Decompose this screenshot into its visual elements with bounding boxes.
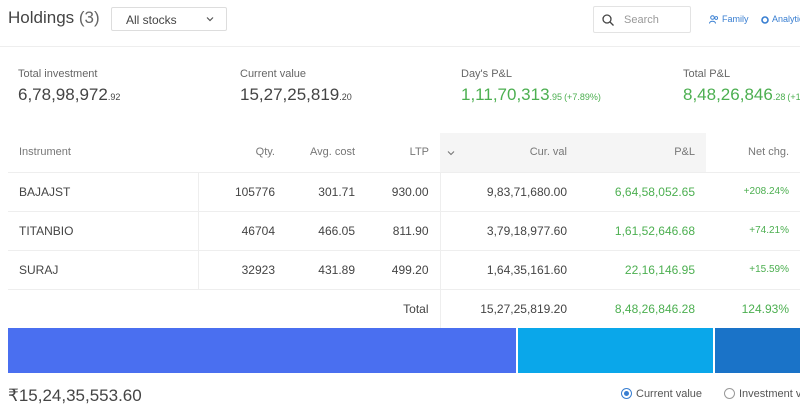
page-title-text: Holdings	[8, 8, 75, 27]
holdings-header: Holdings (3) All stocks Family Analytics	[0, 0, 800, 47]
current-value-summary: Current value 15,27,25,819.20	[240, 68, 352, 105]
radio-current-value-label: Current value	[636, 388, 703, 400]
cell-net-chg: +74.21%	[706, 211, 800, 251]
table-row[interactable]: BAJAJST 105776 301.71 930.00 9,83,71,680…	[8, 172, 800, 212]
current-value-integer: 15,27,25,819	[240, 85, 340, 104]
analytics-label: Analytics	[772, 14, 800, 24]
total-spacer	[8, 289, 198, 328]
total-pnl-percent: (+124.93%)	[787, 92, 800, 102]
cell-qty: 32923	[197, 250, 286, 290]
total-spacer	[198, 289, 286, 328]
allocation-segment-bajajst[interactable]	[8, 328, 516, 373]
total-cur-val: 15,27,25,819.20	[439, 289, 578, 328]
radio-current-value[interactable]: Current value	[621, 388, 702, 400]
analytics-icon	[761, 16, 769, 24]
days-pnl-percent: (+7.89%)	[564, 92, 601, 102]
cell-cur-val: 9,83,71,680.00	[439, 172, 578, 212]
column-header-avg-cost[interactable]: Avg. cost	[286, 133, 366, 173]
total-pnl-summary: Total P&L 8,48,26,846.28(+124.93%)	[683, 68, 800, 105]
table-row[interactable]: SURAJ 32923 431.89 499.20 1,64,35,161.60…	[8, 250, 800, 290]
column-header-net-chg[interactable]: Net chg.	[706, 133, 800, 173]
cell-qty: 105776	[197, 172, 286, 212]
column-header-instrument[interactable]: Instrument	[8, 133, 198, 173]
radio-investment-value[interactable]: Investment value	[724, 388, 800, 400]
cell-ltp: 499.20	[366, 250, 440, 290]
cell-pnl: 1,61,52,646.68	[578, 211, 706, 251]
cell-net-chg: +208.24%	[706, 172, 800, 212]
chevron-down-icon	[206, 17, 214, 22]
cell-instrument: TITANBIO	[8, 211, 198, 251]
table-header-row: Instrument Qty. Avg. cost LTP Cur. val P…	[8, 133, 800, 173]
radio-investment-value-label: Investment value	[739, 388, 800, 400]
search-box[interactable]	[593, 6, 691, 33]
cell-ltp: 811.90	[366, 211, 440, 251]
days-pnl-integer: 1,11,70,313	[461, 85, 550, 104]
total-pnl: 8,48,26,846.28	[614, 301, 695, 316]
allocation-bar[interactable]	[8, 328, 800, 373]
column-header-ltp[interactable]: LTP	[366, 133, 440, 173]
users-icon	[709, 15, 719, 24]
days-pnl-decimal: .95	[549, 92, 563, 102]
total-pnl-decimal: .28	[772, 92, 786, 102]
stock-filter-value: All stocks	[126, 13, 177, 27]
total-investment-integer: 6,78,98,972	[18, 85, 108, 104]
total-pnl-integer: 8,48,26,846	[683, 85, 773, 104]
current-value-decimal: .20	[339, 92, 352, 102]
cell-ltp: 930.00	[366, 172, 440, 212]
total-label: Total	[403, 301, 429, 316]
total-spacer	[286, 289, 366, 328]
cell-qty: 46704	[197, 211, 286, 251]
stock-filter-dropdown[interactable]: All stocks	[111, 7, 227, 31]
total-investment-summary: Total investment 6,78,98,972.92	[18, 68, 120, 105]
column-header-cur-val[interactable]: Cur. val	[440, 133, 578, 173]
cell-avg-cost: 466.05	[286, 211, 366, 251]
column-header-cur-val-label: Cur. val	[529, 146, 567, 159]
cell-avg-cost: 301.71	[286, 172, 366, 212]
cell-instrument: SURAJ	[8, 250, 198, 290]
holdings-count: (3)	[78, 8, 100, 27]
cell-cur-val: 3,79,18,977.60	[439, 211, 578, 251]
cell-pnl: 6,64,58,052.65	[578, 172, 706, 212]
analytics-link[interactable]: Analytics	[761, 14, 800, 24]
total-investment-decimal: .92	[107, 92, 121, 102]
search-input[interactable]	[624, 11, 688, 29]
family-label: Family	[722, 14, 749, 24]
days-pnl-label: Day's P&L	[461, 68, 513, 80]
radio-unselected-icon	[724, 388, 735, 399]
allocation-total-value: ₹15,24,35,553.60	[8, 386, 142, 405]
page-title: Holdings (3)	[8, 8, 100, 28]
cell-net-chg: +15.59%	[706, 250, 800, 290]
total-pnl-value: 8,48,26,846.28(+124.93%)	[683, 85, 800, 105]
table-total-row: Total 15,27,25,819.20 8,48,26,846.28 124…	[8, 289, 800, 328]
table-row[interactable]: TITANBIO 46704 466.05 811.90 3,79,18,977…	[8, 211, 800, 251]
cell-avg-cost: 431.89	[286, 250, 366, 290]
total-investment-value: 6,78,98,972.92	[18, 85, 120, 105]
family-link[interactable]: Family	[709, 14, 749, 24]
days-pnl-summary: Day's P&L 1,11,70,313.95 (+7.89%)	[461, 68, 601, 105]
total-net-chg: 124.93%	[741, 301, 789, 316]
days-pnl-value: 1,11,70,313.95 (+7.89%)	[461, 85, 601, 105]
current-value-value: 15,27,25,819.20	[240, 85, 352, 105]
cell-pnl: 22,16,146.95	[578, 250, 706, 290]
radio-selected-icon	[621, 388, 632, 399]
cell-instrument: BAJAJST	[8, 172, 198, 212]
holdings-table: Instrument Qty. Avg. cost LTP Cur. val P…	[8, 133, 800, 328]
search-icon	[602, 14, 614, 26]
sort-chevron-icon	[447, 151, 455, 156]
cell-cur-val: 1,64,35,161.60	[439, 250, 578, 290]
current-value-label: Current value	[240, 68, 307, 80]
allocation-segment-titanbio[interactable]	[515, 328, 714, 373]
total-investment-label: Total investment	[18, 68, 98, 80]
column-header-qty[interactable]: Qty.	[198, 133, 286, 173]
total-pnl-label: Total P&L	[683, 68, 731, 80]
column-header-pnl[interactable]: P&L	[578, 133, 706, 173]
allocation-segment-suraj[interactable]	[713, 328, 800, 373]
